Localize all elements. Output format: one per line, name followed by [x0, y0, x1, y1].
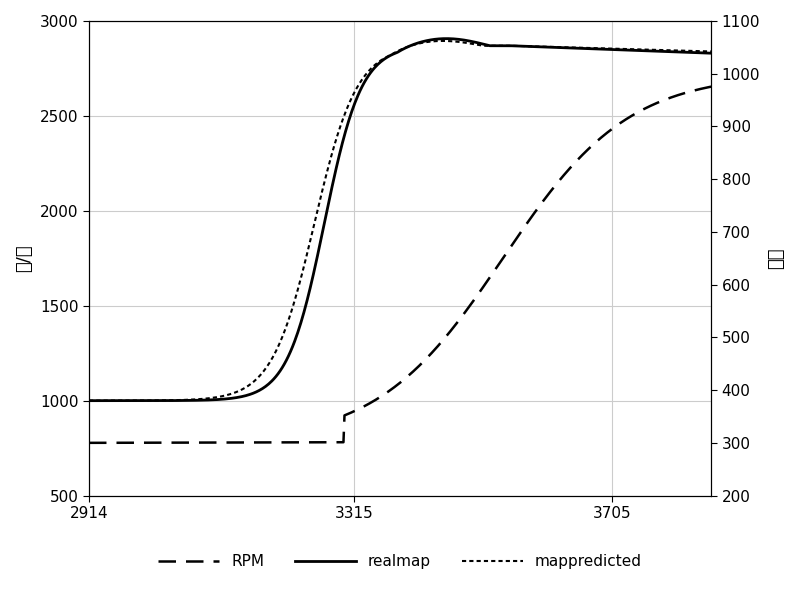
Y-axis label: 转/分: 转/分 — [15, 244, 33, 272]
Line: RPM: RPM — [89, 87, 711, 443]
mappredicted — [438, 37, 448, 44]
Y-axis label: 目标: 目标 — [767, 247, 785, 269]
RPM — [84, 439, 94, 446]
mappredicted — [554, 44, 563, 51]
realmap — [554, 44, 563, 51]
realmap — [706, 49, 716, 57]
Legend: RPM, realmap, mappredicted: RPM, realmap, mappredicted — [152, 548, 648, 575]
realmap — [366, 70, 375, 77]
RPM — [366, 399, 375, 406]
RPM — [706, 83, 716, 90]
mappredicted — [366, 65, 375, 72]
mappredicted — [84, 397, 94, 404]
RPM — [553, 179, 562, 186]
realmap — [501, 42, 510, 49]
realmap — [84, 397, 94, 404]
mappredicted — [501, 42, 510, 49]
realmap — [194, 397, 204, 404]
RPM — [194, 439, 204, 446]
RPM — [500, 253, 510, 260]
realmap — [244, 391, 254, 398]
Line: mappredicted: mappredicted — [89, 41, 711, 401]
RPM — [451, 321, 461, 328]
realmap — [452, 35, 462, 42]
mappredicted — [244, 382, 254, 389]
mappredicted — [452, 38, 462, 45]
mappredicted — [194, 396, 204, 403]
mappredicted — [706, 48, 716, 55]
Line: realmap: realmap — [89, 39, 711, 401]
RPM — [244, 439, 254, 446]
realmap — [442, 35, 451, 42]
